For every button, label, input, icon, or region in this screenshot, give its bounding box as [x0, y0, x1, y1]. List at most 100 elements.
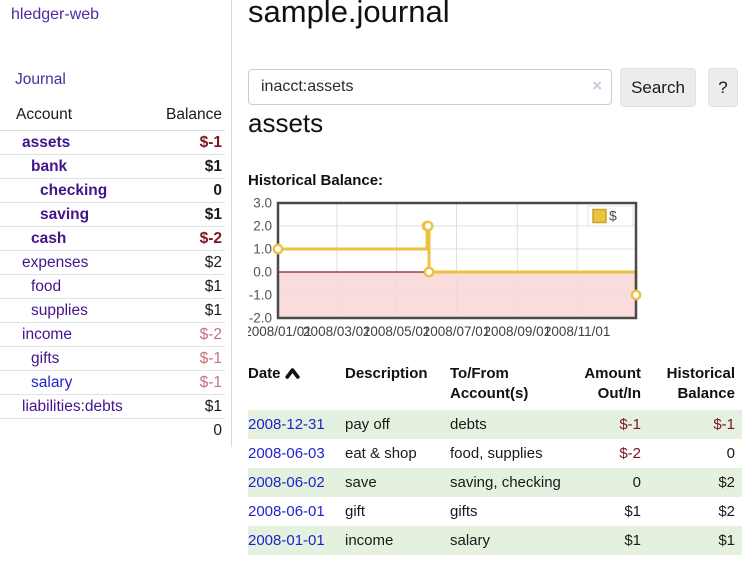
account-link-supplies[interactable]: supplies	[31, 302, 88, 319]
transaction-balance: $2	[718, 474, 735, 491]
account-link-expenses[interactable]: expenses	[22, 254, 89, 271]
transaction-row: 2008-06-03 eat & shop food, supplies $-2 0	[248, 439, 742, 468]
sidebar-item-journal[interactable]: Journal	[15, 71, 66, 88]
transaction-balance: 0	[726, 445, 735, 462]
x-tick-label: 2008/01/01	[248, 324, 312, 339]
transaction-date-link[interactable]: 2008-06-02	[248, 474, 325, 491]
transaction-date-link[interactable]: 2008-12-31	[248, 416, 325, 433]
account-link-checking[interactable]: checking	[40, 182, 108, 199]
search-button[interactable]: Search	[620, 68, 696, 107]
sidebar: hledger-web Journal Account Balance asse…	[0, 0, 232, 447]
help-button[interactable]: ?	[708, 68, 738, 107]
transaction-balance: $1	[718, 532, 735, 549]
x-tick-label: 2008/11/01	[544, 324, 611, 339]
account-link-assets[interactable]: assets	[22, 134, 71, 151]
account-row: income $-2	[0, 322, 225, 347]
chart-title: Historical Balance:	[248, 172, 384, 189]
legend-series-label: $	[609, 208, 617, 224]
account-balance: $2	[130, 250, 225, 275]
transaction-row: 2008-06-02 save saving, checking 0 $2	[248, 468, 742, 497]
account-balance: $1	[130, 394, 225, 419]
account-link-liabilities-debts[interactable]: liabilities:debts	[22, 398, 123, 415]
register-header-description: Description	[345, 365, 428, 382]
transaction-amount: $1	[624, 503, 641, 520]
account-row: salary $-1	[0, 370, 225, 395]
data-point-marker	[272, 243, 284, 255]
register-header-accounts: To/From Account(s)	[450, 365, 529, 402]
account-balance: $-1	[130, 130, 225, 155]
transaction-accounts: gifts	[450, 503, 478, 520]
account-link-bank[interactable]: bank	[31, 158, 68, 175]
register-header-amount: Amount Out/In	[584, 365, 641, 402]
account-balance: $-1	[130, 370, 225, 395]
account-balance: $1	[130, 154, 225, 179]
account-link-salary[interactable]: salary	[31, 374, 73, 391]
transaction-balance: $-1	[713, 416, 735, 433]
plot-frame	[276, 201, 638, 320]
register-header-date[interactable]: Date	[248, 362, 345, 410]
transaction-date-link[interactable]: 2008-01-01	[248, 532, 325, 549]
accounts-total-row: 0	[0, 418, 225, 442]
account-balance: $1	[130, 202, 225, 227]
account-row: checking 0	[0, 178, 225, 203]
legend-series-swatch-icon	[592, 208, 607, 224]
data-point-marker	[630, 289, 642, 301]
y-tick-label: 1.0	[253, 242, 272, 257]
transaction-description: pay off	[345, 416, 390, 433]
data-point-marker	[423, 266, 435, 278]
register-header-row: Date Description To/From Account(s) Amou…	[248, 362, 742, 410]
clear-search-icon[interactable]: ×	[592, 76, 602, 95]
historical-balance-chart: 3.0 2.0 1.0 0.0 -1.0 -2.0 2008/01/01 2008/03/01…	[244, 196, 742, 352]
account-balance: $1	[130, 298, 225, 323]
account-heading: assets	[248, 108, 324, 138]
account-link-cash[interactable]: cash	[31, 230, 67, 247]
transaction-accounts: salary	[450, 532, 491, 549]
account-row: supplies $1	[0, 298, 225, 323]
transaction-description: save	[345, 474, 377, 491]
search-input[interactable]	[248, 69, 612, 105]
accounts-header-account: Account	[0, 103, 130, 131]
transaction-row: 2008-01-01 income salary $1 $1	[248, 526, 742, 555]
register-header-balance: Historical Balance	[666, 365, 735, 402]
account-link-income[interactable]: income	[22, 326, 72, 343]
transaction-amount: $-1	[619, 416, 641, 433]
accounts-header-balance: Balance	[130, 103, 225, 131]
account-balance: $-2	[130, 226, 225, 251]
x-tick-label: 2008/03/01	[303, 324, 371, 339]
transaction-date-link[interactable]: 2008-06-03	[248, 445, 325, 462]
main-content: sample.journal × Search ? assets Histori…	[244, 0, 742, 582]
account-row: liabilities:debts $1	[0, 394, 225, 419]
transaction-accounts: food, supplies	[450, 445, 543, 462]
accounts-table: Account Balance assets $-1 bank $1 checking 0…	[0, 103, 225, 442]
sort-ascending-icon	[284, 365, 300, 385]
account-row: expenses $2	[0, 250, 225, 275]
transaction-description: eat & shop	[345, 445, 417, 462]
transaction-amount: $1	[624, 532, 641, 549]
transaction-description: income	[345, 532, 394, 549]
y-tick-label: 3.0	[253, 196, 272, 211]
y-tick-label: 2.0	[253, 219, 272, 234]
transaction-description: gift	[345, 503, 366, 520]
account-link-food[interactable]: food	[31, 278, 62, 295]
data-point-marker	[422, 220, 434, 232]
x-tick-label: 2008/09/01	[484, 324, 552, 339]
account-row: bank $1	[0, 154, 225, 179]
x-tick-label: 2008/05/01	[363, 324, 431, 339]
account-link-gifts[interactable]: gifts	[31, 350, 60, 367]
transaction-date-link[interactable]: 2008-06-01	[248, 503, 325, 520]
account-balance: $-1	[130, 346, 225, 371]
brand-link[interactable]: hledger-web	[11, 6, 100, 23]
account-balance: 0	[130, 178, 225, 203]
transaction-amount: $-2	[619, 445, 641, 462]
transaction-accounts: saving, checking	[450, 474, 561, 491]
transaction-row: 2008-06-01 gift gifts $1 $2	[248, 497, 742, 526]
transaction-balance: $2	[718, 503, 735, 520]
account-row: saving $1	[0, 202, 225, 227]
account-link-saving[interactable]: saving	[40, 206, 90, 223]
transaction-row: 2008-12-31 pay off debts $-1 $-1	[248, 410, 742, 439]
account-row: assets $-1	[0, 130, 225, 155]
y-tick-label: -2.0	[249, 311, 272, 326]
account-balance: $1	[130, 274, 225, 299]
page-title: sample.journal	[248, 0, 450, 29]
